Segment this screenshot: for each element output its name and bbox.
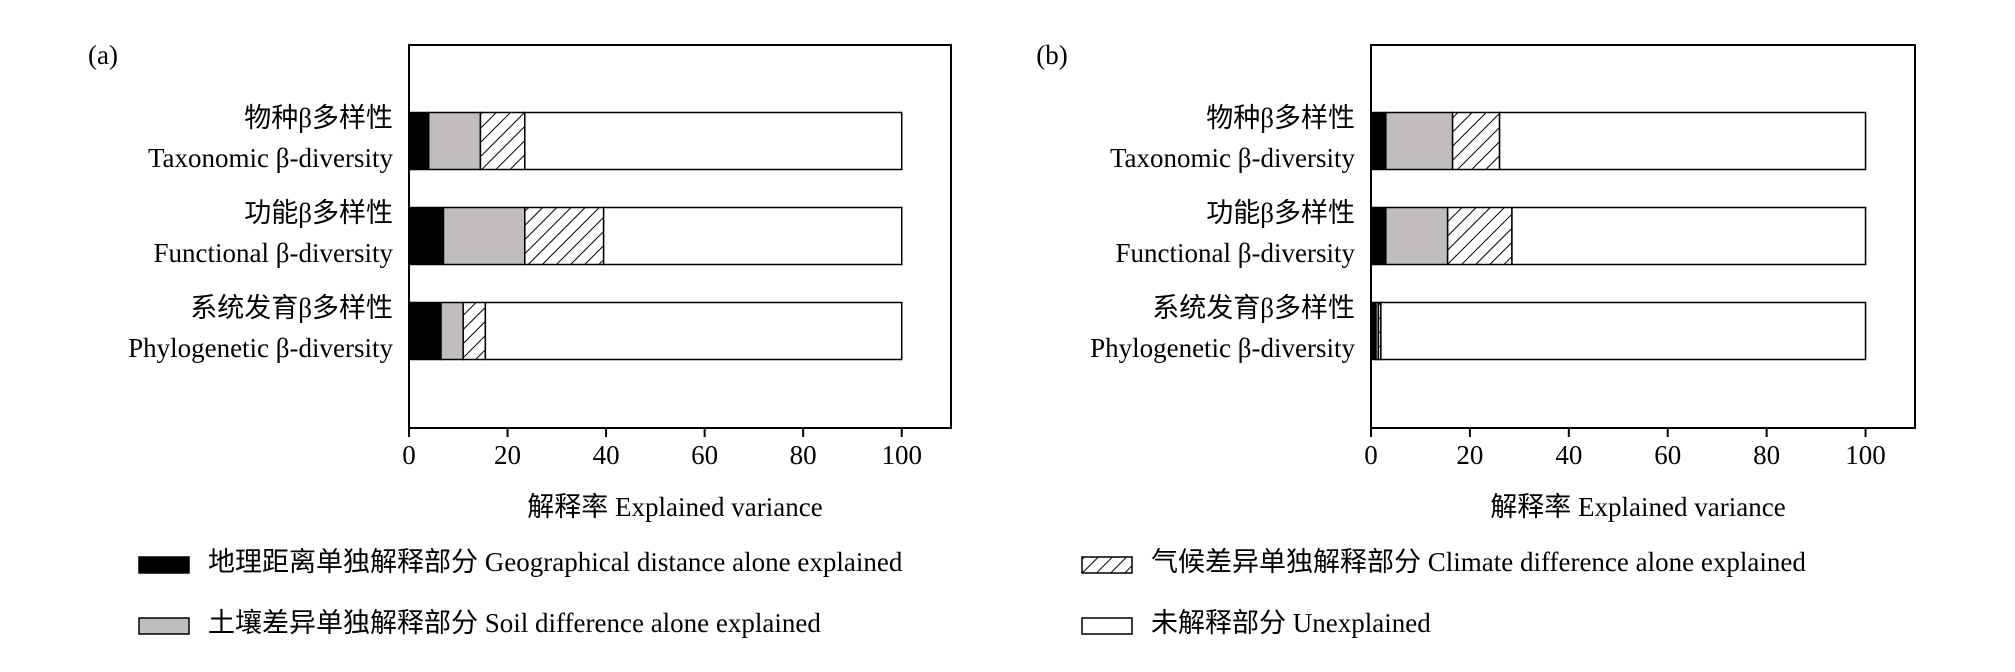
x-tick-label: 20: [494, 440, 521, 470]
x-tick-label: 0: [1364, 440, 1378, 470]
x-tick-label: 80: [1753, 440, 1780, 470]
bar-segment: [1385, 206, 1449, 266]
bar-segment: [1370, 206, 1387, 266]
panel-label: (a): [88, 40, 118, 70]
bar-segment: [524, 111, 903, 171]
legend-swatch: [1081, 556, 1133, 574]
legend-swatch: [1081, 617, 1133, 635]
bar-segment: [408, 206, 445, 266]
x-tick-label: 20: [1456, 440, 1483, 470]
bar-segment: [1451, 111, 1501, 171]
x-tick-label: 0: [402, 440, 416, 470]
y-tick-label: 物种β多样性: [1206, 103, 1355, 133]
bar-segment: [1511, 206, 1867, 266]
bar-segment: [440, 301, 464, 361]
bar-segment: [462, 301, 487, 361]
bar-segment: [1380, 301, 1867, 361]
x-tick-label: 40: [1555, 440, 1582, 470]
legend-label: 气候差异单独解释部分 Climate difference alone expl…: [1151, 547, 1806, 577]
y-tick-label: 物种β多样性: [244, 103, 393, 133]
y-tick-label: Functional β-diversity: [1116, 238, 1356, 268]
bar-segment: [1370, 111, 1387, 171]
x-tick-label: 100: [881, 440, 922, 470]
y-tick-label: 系统发育β多样性: [190, 293, 393, 323]
bar-segment: [484, 301, 903, 361]
legend-swatch: [138, 556, 190, 574]
x-axis-label: 解释率 Explained variance: [527, 492, 822, 522]
y-tick-label: Phylogenetic β-diversity: [128, 333, 393, 363]
x-tick-label: 40: [593, 440, 620, 470]
bar-segment: [408, 111, 430, 171]
bar-segment: [1498, 111, 1867, 171]
bar-segment: [442, 206, 526, 266]
bar-segment: [479, 111, 526, 171]
y-tick-label: 功能β多样性: [1206, 198, 1355, 228]
bar-segment: [524, 206, 605, 266]
y-tick-label: Functional β-diversity: [154, 238, 394, 268]
legend-label: 土壤差异单独解释部分 Soil difference alone explain…: [208, 608, 821, 638]
x-tick-label: 80: [790, 440, 817, 470]
y-tick-label: Phylogenetic β-diversity: [1090, 333, 1355, 363]
legend-label: 未解释部分 Unexplained: [1151, 608, 1431, 638]
bar-segment: [1446, 206, 1513, 266]
x-tick-label: 60: [1654, 440, 1681, 470]
x-tick-label: 100: [1845, 440, 1886, 470]
bar-segment: [602, 206, 903, 266]
legend-swatch: [138, 617, 190, 635]
bar-segment: [1385, 111, 1454, 171]
bar-segment: [408, 301, 442, 361]
x-axis-label: 解释率 Explained variance: [1490, 492, 1785, 522]
bar-segment: [427, 111, 482, 171]
y-tick-label: Taxonomic β-diversity: [1110, 143, 1356, 173]
y-tick-label: 功能β多样性: [244, 198, 393, 228]
y-tick-label: 系统发育β多样性: [1152, 293, 1355, 323]
legend-label: 地理距离单独解释部分 Geographical distance alone e…: [208, 547, 903, 577]
y-tick-label: Taxonomic β-diversity: [148, 143, 394, 173]
x-tick-label: 60: [691, 440, 718, 470]
panel-label: (b): [1036, 40, 1067, 70]
